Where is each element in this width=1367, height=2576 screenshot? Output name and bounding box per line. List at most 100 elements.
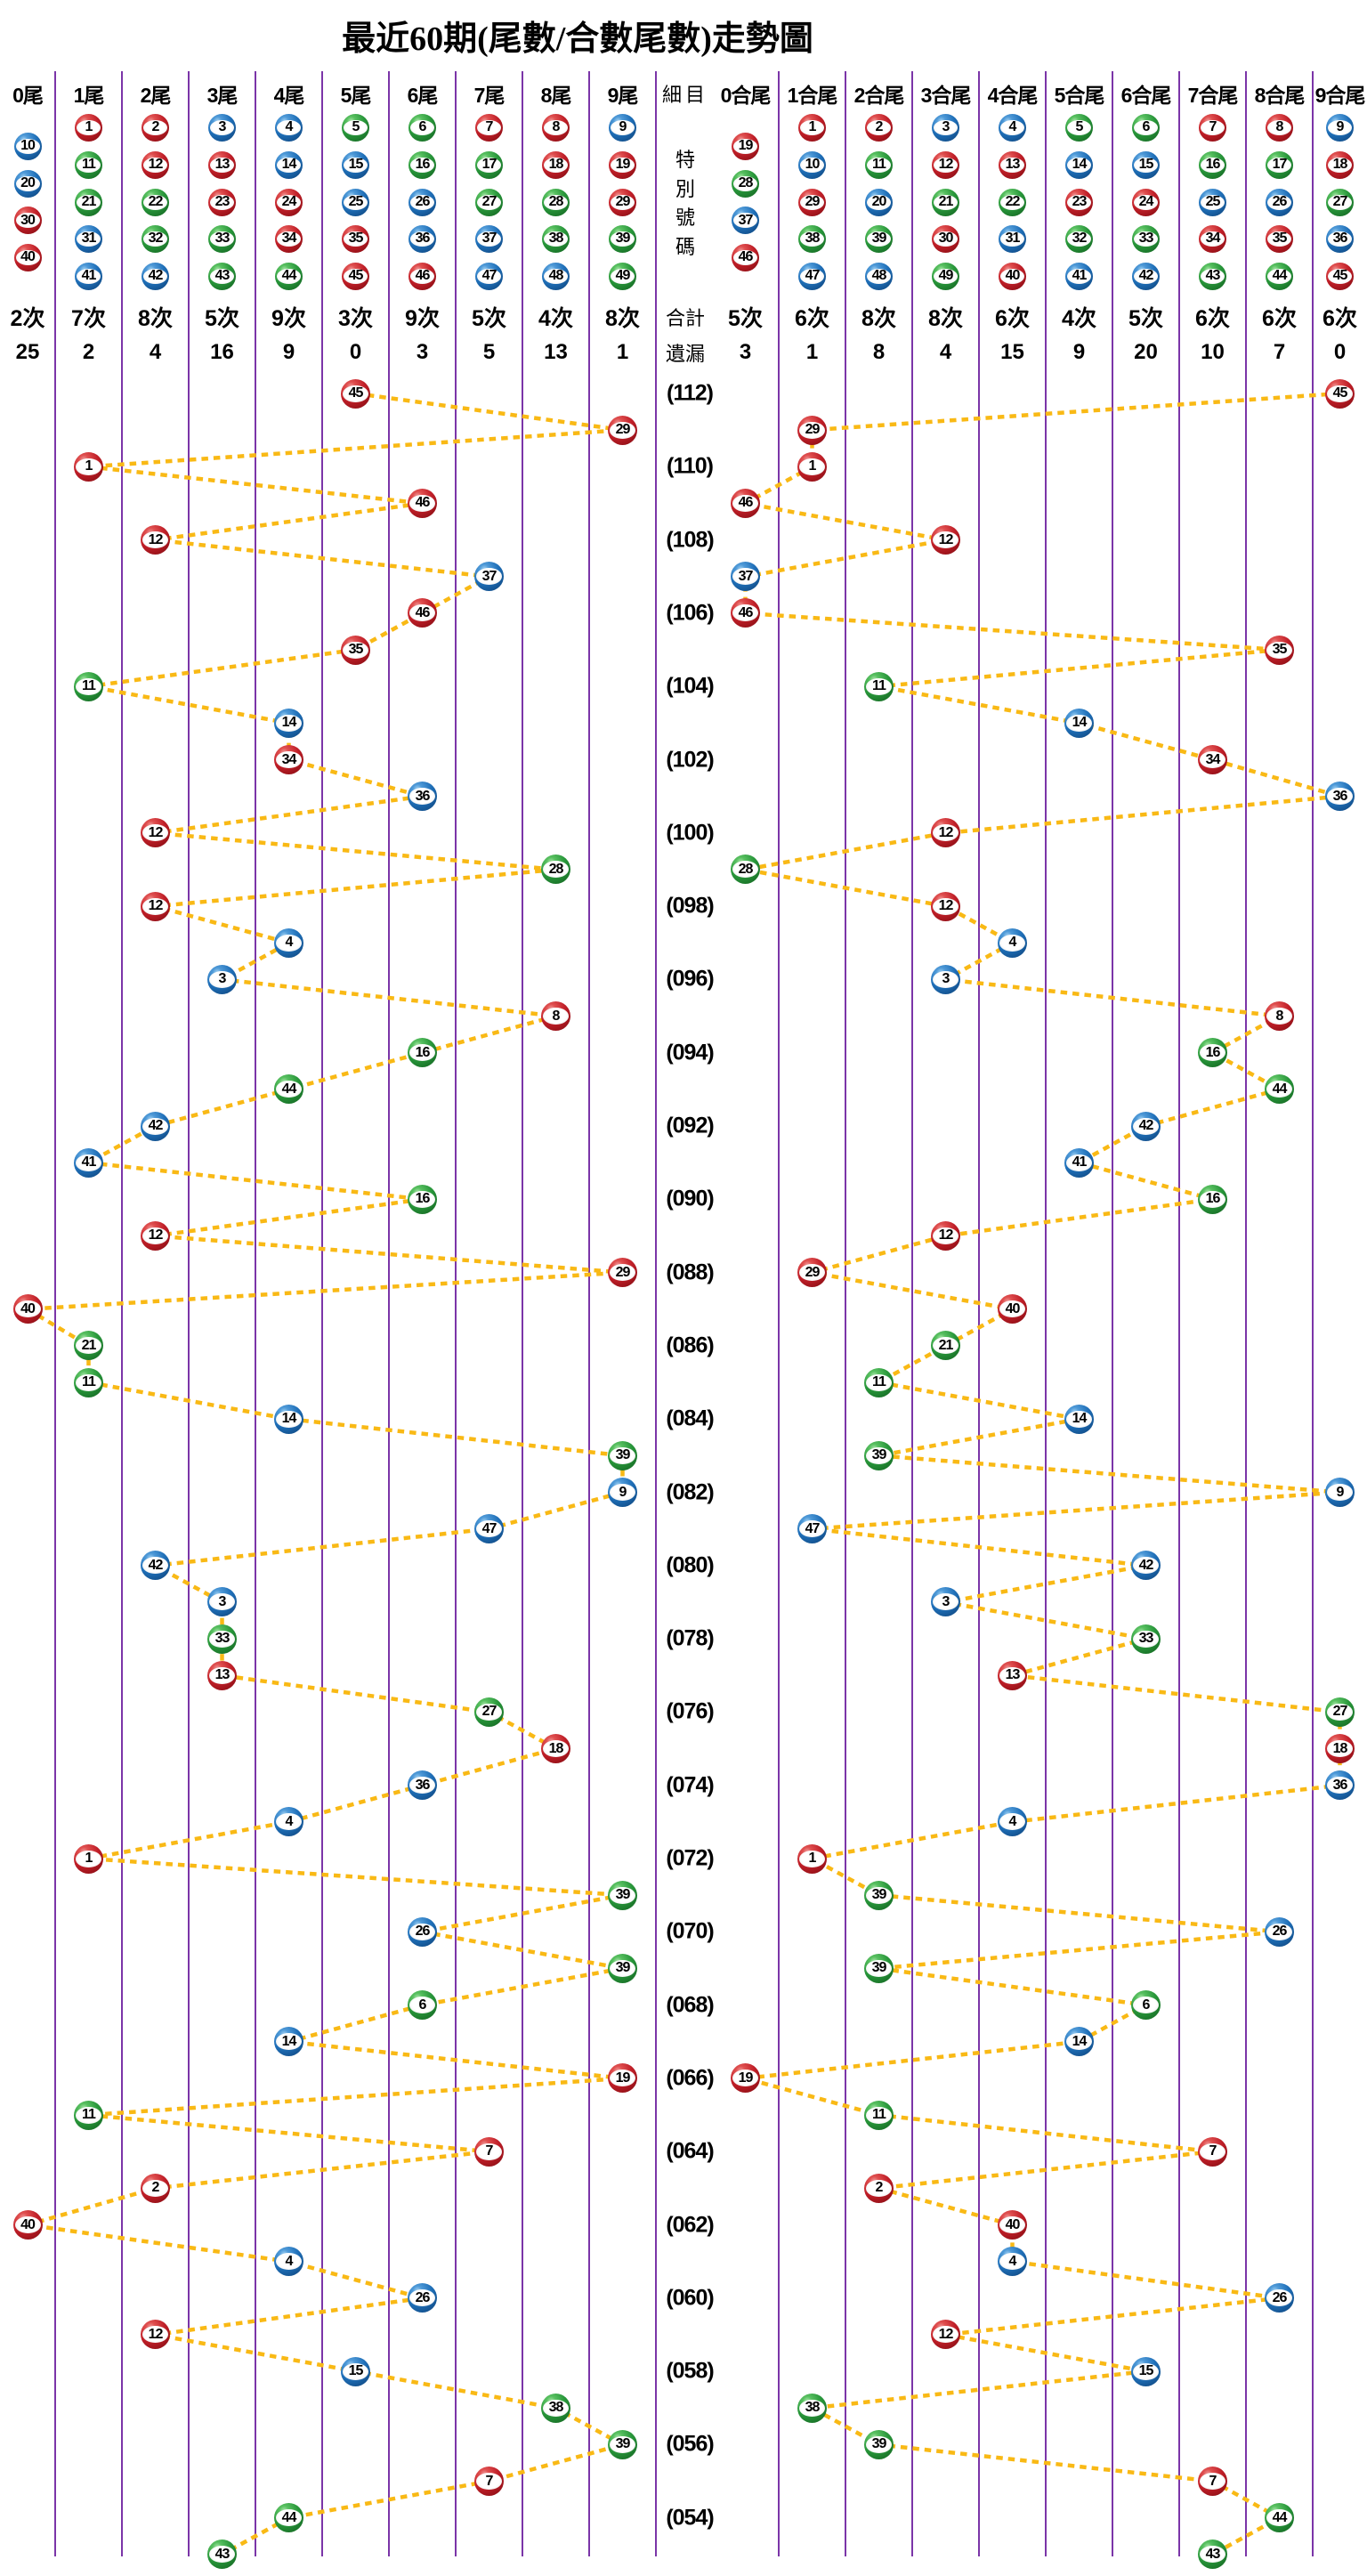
ball-number: 12 [938,531,954,547]
header-ball: 30 [13,207,42,234]
ball-number: 44 [1272,1081,1288,1097]
chart-ball-tail: 36 [408,782,437,812]
header-ball: 35 [1266,224,1293,253]
ball-number: 12 [148,531,164,547]
ball-number: 13 [214,157,231,172]
chart-ball-sum-tail: 21 [931,1331,960,1361]
period-label: (072) [666,1845,714,1871]
ball-number: 11 [872,157,886,172]
ball-number: 29 [805,1264,821,1280]
header-ball: 20 [13,169,42,198]
header-ball: 21 [932,188,959,216]
header-ball: 14 [275,150,303,179]
ball-number: 47 [481,1520,497,1536]
ball-number: 14 [1072,715,1088,731]
ball-number: 44 [1272,268,1288,283]
ball-number: 45 [348,268,364,283]
special-number-label: 特別號碼 [675,149,695,258]
chart-ball-tail: 34 [274,745,303,774]
header-ball: 31 [999,224,1026,253]
chart-ball-tail: 26 [408,2283,437,2313]
ball-number: 24 [1138,194,1154,209]
column-miss-count: 8 [872,340,886,364]
ball-number: 16 [415,157,431,172]
ball-number: 29 [615,194,631,209]
ball-number: 18 [548,1740,564,1756]
chart-ball-tail: 46 [408,488,437,518]
ball-number: 42 [148,1557,164,1573]
chart-ball-sum-tail: 34 [1198,745,1227,774]
chart-ball-sum-tail: 40 [998,1294,1027,1324]
ball-number: 44 [281,1081,297,1097]
column-hit-count: 6次 [995,306,1030,331]
header-ball: 30 [932,224,959,253]
ball-number: 14 [281,715,297,731]
ball-number: 39 [871,231,887,246]
column-miss-count: 1 [805,340,819,364]
column-hit-count: 5次 [1128,306,1163,331]
chart-ball-sum-tail: 7 [1198,2136,1227,2167]
ball-number: 48 [871,268,887,283]
ball-number: 27 [481,1704,497,1720]
chart-ball-tail: 12 [141,891,170,921]
left-column-header: 9尾 [607,84,639,107]
chart-ball-sum-tail: 38 [797,2393,827,2423]
ball-number: 28 [548,194,564,209]
chart-ball-tail: 1 [74,451,103,482]
header-ball: 35 [342,224,369,253]
ball-number: 7 [1209,2473,1217,2489]
header-ball: 12 [932,150,959,179]
header-ball: 47 [475,262,503,290]
ball-number: 8 [552,1008,561,1024]
column-miss-count: 0 [349,340,362,364]
column-hit-count: 6次 [1323,306,1357,331]
header-ball: 1 [75,113,102,142]
ball-number: 36 [415,231,431,246]
ball-number: 3 [218,119,227,134]
ball-number: 33 [214,231,231,246]
ball-number: 47 [805,1520,821,1536]
chart-ball-tail: 33 [207,1624,237,1654]
period-label: (074) [666,1772,714,1798]
ball-number: 15 [348,157,364,172]
header-ball: 45 [342,262,369,290]
ball-number: 34 [1205,231,1221,246]
chart-ball-sum-tail: 27 [1325,1697,1355,1727]
ball-number: 45 [1332,268,1348,283]
ball-number: 41 [1072,268,1088,283]
ball-number: 30 [938,231,954,246]
ball-number: 29 [615,1264,631,1280]
ball-number: 12 [938,157,954,172]
ball-number: 33 [214,1631,231,1647]
ball-number: 12 [148,898,164,914]
chart-ball-tail: 4 [274,2247,303,2277]
ball-number: 42 [148,1118,164,1133]
header-ball: 18 [1326,150,1354,179]
ball-number: 26 [1272,194,1288,209]
ball-number: 10 [20,138,36,153]
chart-ball-sum-tail: 39 [864,2429,894,2459]
chart-ball-sum-tail: 12 [931,891,960,921]
ball-number: 15 [1138,157,1154,172]
ball-number: 2 [151,119,160,134]
chart-ball-sum-tail: 11 [864,1367,894,1397]
period-label: (084) [666,1405,714,1431]
ball-number: 26 [1272,1924,1288,1940]
chart-ball-sum-tail: 11 [864,671,894,701]
ball-number: 29 [615,422,631,438]
header-ball: 19 [732,132,759,160]
header-ball: 3 [208,113,236,142]
period-label: (106) [666,600,714,626]
page-title: 最近60期(尾數/合數尾數)走勢圖 [342,20,813,58]
ball-number: 12 [148,824,164,840]
chart-ball-sum-tail: 14 [1064,1404,1094,1434]
chart-ball-sum-tail: 2 [864,2173,894,2203]
header-ball: 25 [342,188,369,216]
chart-ball-tail: 3 [207,1587,237,1617]
period-label: (080) [666,1552,714,1578]
ball-number: 13 [1005,1667,1021,1683]
ball-number: 18 [1332,1740,1348,1756]
header-ball: 10 [798,150,826,179]
header-ball: 13 [999,150,1026,179]
